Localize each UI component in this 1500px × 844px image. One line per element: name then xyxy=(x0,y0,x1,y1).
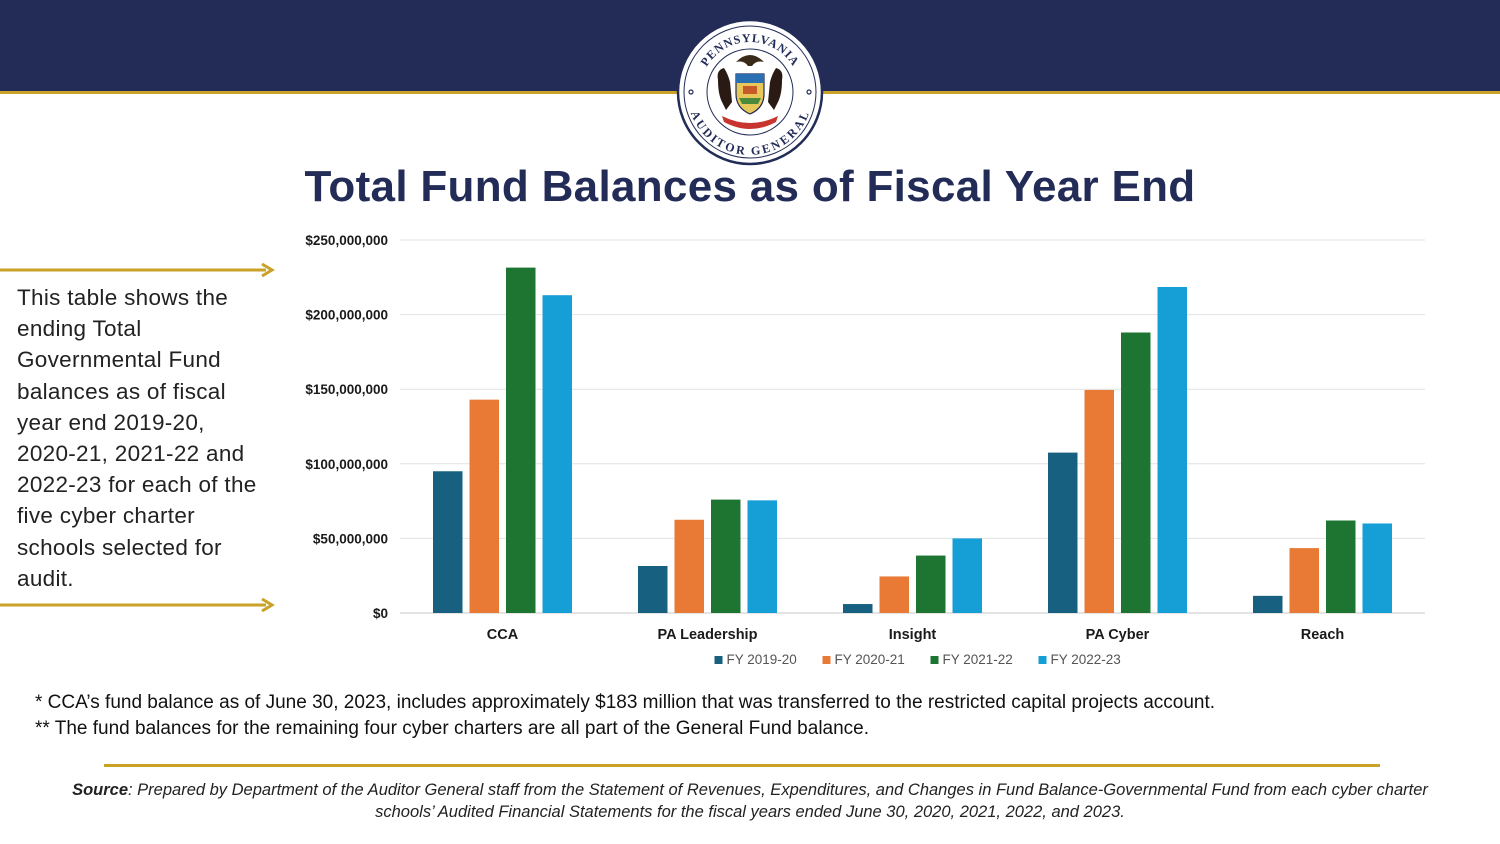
legend-swatch xyxy=(1038,656,1047,664)
bar xyxy=(952,538,982,613)
bar xyxy=(1157,286,1187,613)
footnotes: * CCA’s fund balance as of June 30, 2023… xyxy=(35,690,1475,742)
y-tick-label: $150,000,000 xyxy=(305,382,388,397)
bar xyxy=(469,399,499,613)
page-title: Total Fund Balances as of Fiscal Year En… xyxy=(304,162,1196,211)
bar xyxy=(1289,548,1319,613)
x-tick-label: CCA xyxy=(487,627,519,643)
seal-graphic: PENNSYLVANIA AUDITOR GENERAL xyxy=(676,18,824,166)
footnote-1: * CCA’s fund balance as of June 30, 2023… xyxy=(35,692,1216,713)
bar xyxy=(843,604,873,613)
top-arrow xyxy=(0,263,276,277)
chart-svg: $0 $50,000,000 $100,000,000 $150,000,000 $20… xyxy=(305,233,1425,667)
source-note: Source: Prepared by Department of the Au… xyxy=(60,779,1440,823)
footnote-2: ** The fund balances for the remaining f… xyxy=(35,718,870,739)
legend-label: FY 2021-22 xyxy=(943,652,1013,667)
bar xyxy=(1084,389,1114,613)
legend-swatch xyxy=(822,656,831,664)
x-tick-label: PA Cyber xyxy=(1086,627,1150,643)
y-tick-label: $0 xyxy=(373,606,388,621)
bottom-arrow xyxy=(0,598,276,612)
x-tick-label: Insight xyxy=(889,627,937,643)
bar xyxy=(506,267,536,613)
bar xyxy=(747,500,777,613)
x-tick-label: Reach xyxy=(1301,627,1345,643)
legend-swatch xyxy=(714,656,723,664)
bar xyxy=(1253,595,1283,613)
source-label: Source xyxy=(72,781,128,799)
y-tick-label: $250,000,000 xyxy=(305,233,388,248)
bar xyxy=(1362,523,1392,613)
legend-label: FY 2020-21 xyxy=(835,652,905,667)
bar xyxy=(638,566,668,613)
bar xyxy=(1121,332,1151,613)
bar xyxy=(711,499,741,613)
source-text: : Prepared by Department of the Auditor … xyxy=(128,781,1428,821)
y-tick-label: $200,000,000 xyxy=(305,308,388,323)
bar xyxy=(879,576,909,613)
bar-chart: $0 $50,000,000 $100,000,000 $150,000,000 $20… xyxy=(280,225,1440,680)
y-tick-label: $100,000,000 xyxy=(305,457,388,472)
pennsylvania-auditor-general-seal: PENNSYLVANIA AUDITOR GENERAL xyxy=(676,18,824,166)
bar xyxy=(916,555,946,613)
footer-gold-rule xyxy=(104,764,1380,767)
y-tick-label: $50,000,000 xyxy=(313,531,388,546)
side-note: This table shows the ending Total Govern… xyxy=(17,285,257,591)
legend-swatch xyxy=(930,656,939,664)
legend-label: FY 2019-20 xyxy=(727,652,797,667)
bar xyxy=(433,471,463,613)
bar xyxy=(1326,520,1356,613)
bar xyxy=(674,519,704,613)
bar xyxy=(1048,452,1078,613)
x-tick-label: PA Leadership xyxy=(658,627,758,643)
legend-label: FY 2022-23 xyxy=(1051,652,1121,667)
bar xyxy=(542,295,572,613)
